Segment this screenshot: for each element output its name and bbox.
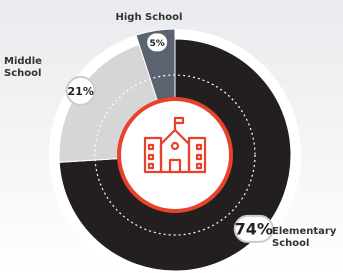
category-label: Elementary School [272, 226, 342, 250]
value-label: 21% [68, 85, 94, 98]
chart: 74% 21% 5% Elementary School Middle School H… [0, 0, 343, 275]
category-label: Middle School [4, 56, 54, 80]
center-circle [119, 99, 231, 211]
value-label: 74% [235, 219, 273, 238]
category-label: High School [104, 12, 194, 24]
value-label: 5% [150, 39, 165, 49]
